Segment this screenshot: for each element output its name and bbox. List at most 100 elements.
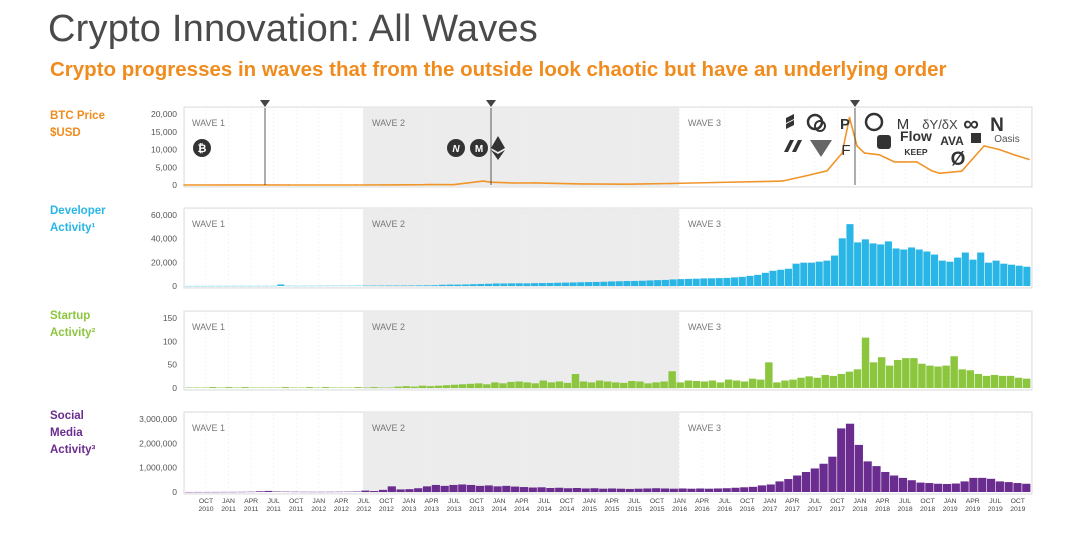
x-tick-year: 2010: [198, 506, 213, 513]
startup-bar: [563, 382, 572, 388]
x-tick-month: JUL: [628, 498, 640, 505]
developer-bar: [608, 281, 616, 286]
social-row-label-line-1: Social: [50, 410, 84, 422]
btc-wave3-label: WAVE 3: [688, 118, 721, 128]
startup-bar: [547, 382, 556, 388]
social-bar: [634, 488, 643, 492]
developer-bar: [754, 274, 762, 286]
social-bar: [519, 487, 529, 492]
btc-price-point: [856, 145, 858, 147]
btc-price-point: [878, 154, 881, 156]
x-tick-year: 2013: [401, 506, 416, 513]
startup-bar: [531, 383, 539, 388]
startup-bar: [902, 358, 910, 388]
startup-bar: [491, 382, 499, 388]
btc-price-point: [287, 184, 290, 186]
developer-bar: [408, 285, 416, 286]
x-tick-year: 2012: [356, 506, 371, 513]
startup-bar: [620, 382, 628, 388]
developer-bar: [746, 275, 754, 286]
social-bar: [978, 477, 987, 492]
startup-bar: [853, 369, 862, 388]
social-wave3-label: WAVE 3: [688, 423, 721, 433]
x-tick-month: JAN: [854, 498, 867, 505]
startup-bar: [475, 383, 483, 388]
startup-bar: [966, 370, 974, 388]
developer-bar: [838, 238, 846, 286]
startup-bar: [1014, 377, 1023, 388]
social-wave2-area: [363, 413, 679, 493]
startup-y-tick-label: 150: [163, 313, 177, 323]
developer-bar: [654, 280, 662, 286]
startup-row-label-line-1: Startup: [50, 310, 91, 322]
social-bar: [837, 428, 846, 492]
startup-bar: [918, 363, 926, 388]
btc-price-point: [669, 182, 671, 185]
developer-row-label: Developer Activity¹: [50, 203, 106, 237]
social-bar: [599, 488, 608, 492]
developer-bar: [477, 283, 485, 286]
social-bar: [264, 490, 273, 492]
developer-bar: [484, 283, 493, 286]
social-bar: [608, 488, 617, 492]
developer-bar: [631, 280, 639, 286]
startup-bar: [684, 380, 692, 388]
btc-price-point: [930, 170, 933, 172]
btc-row-label-line-2: $USD: [50, 127, 81, 139]
social-bar: [387, 486, 396, 492]
developer-bar: [431, 285, 439, 286]
btc-y-tick-label: 20,000: [151, 109, 177, 119]
btc-price-point: [265, 184, 268, 186]
x-tick-year: 2013: [424, 506, 439, 513]
btc-panel: WAVE 1 WAVE 2 WAVE 3 20,000 15,000 10,000 5,00…: [151, 106, 1033, 190]
startup-bar: [523, 382, 531, 388]
startup-bar: [740, 381, 749, 388]
social-bar: [678, 488, 687, 492]
startup-bar: [281, 387, 290, 388]
x-tick-year: 2018: [920, 506, 935, 513]
startup-bar: [668, 371, 676, 388]
social-bar: [652, 488, 661, 492]
developer-bar: [915, 249, 923, 286]
social-bar: [1013, 483, 1022, 492]
x-tick-month: JUL: [899, 498, 911, 505]
social-bar: [722, 488, 731, 492]
developer-wave2-label: WAVE 2: [372, 219, 405, 229]
developer-bar: [461, 284, 469, 286]
social-bar: [810, 468, 819, 492]
flow-logo: Flow: [900, 128, 932, 144]
social-bar: [713, 488, 722, 492]
social-bar: [775, 481, 784, 492]
btc-price-point: [482, 180, 484, 182]
startup-bar: [652, 382, 660, 388]
social-bar: [458, 484, 467, 492]
startup-bar: [410, 386, 419, 388]
startup-bar: [934, 366, 942, 388]
x-tick-year: 2011: [289, 506, 304, 513]
social-row-label-line-3: Activity³: [50, 444, 96, 456]
startup-bar: [418, 385, 427, 388]
developer-bar: [600, 281, 608, 286]
startup-bar: [499, 383, 507, 388]
social-bar: [555, 487, 564, 492]
near-logo: N: [990, 115, 1004, 136]
social-y-tick-label: 2,000,000: [139, 438, 177, 448]
btc-wave2-area: [363, 108, 679, 186]
developer-bar: [400, 285, 408, 286]
startup-bar: [209, 387, 217, 388]
social-bar: [995, 481, 1004, 492]
x-tick-month: APR: [515, 498, 529, 505]
btc-price-point: [579, 183, 582, 185]
developer-bar: [854, 242, 862, 286]
developer-bar: [777, 269, 785, 286]
developer-bar: [669, 279, 677, 286]
x-tick-month: OCT: [830, 498, 844, 505]
social-bar: [890, 475, 899, 492]
developer-bar: [277, 284, 285, 286]
x-tick-year: 2017: [830, 506, 845, 513]
btc-price-point: [759, 180, 761, 183]
startup-wave2-area: [363, 312, 679, 389]
startup-bar: [370, 387, 378, 388]
startup-bar: [241, 387, 249, 388]
